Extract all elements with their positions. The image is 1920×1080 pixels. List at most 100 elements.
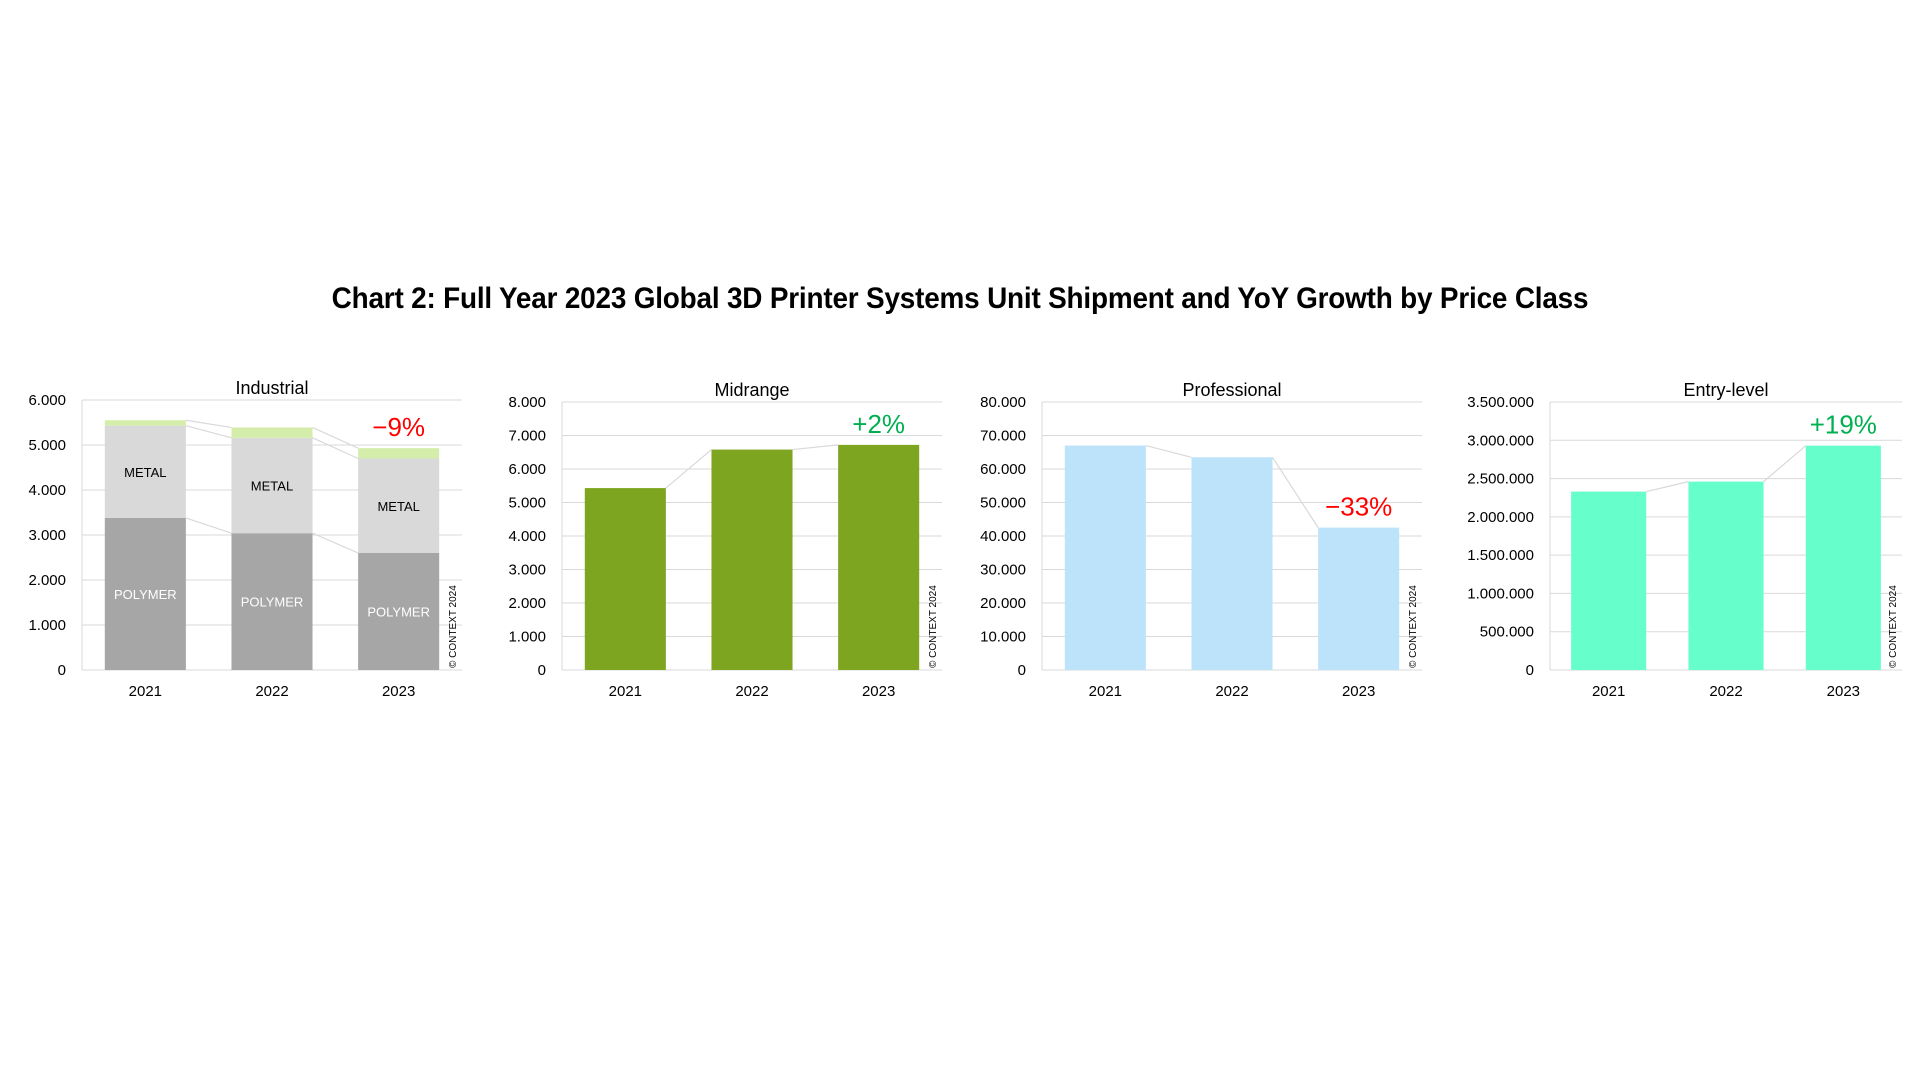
industrial-series-line xyxy=(185,425,232,439)
industrial-bar-metal xyxy=(231,437,313,534)
industrial-growth-label: −9% xyxy=(372,412,425,442)
industrial-segment-label: POLYMER xyxy=(241,595,304,610)
professional-series-line xyxy=(1145,444,1192,458)
midrange-chart-svg: 0 1.000 2.000 3.000 4.000 5.000 6.000 7.000 8.00… xyxy=(508,380,942,700)
midrange-xtick-label: 2023 xyxy=(862,683,895,700)
entry-level-xtick-label: 2021 xyxy=(1592,683,1625,700)
industrial-ytick-label: 3.000 xyxy=(28,527,66,544)
professional-ytick-label: 40.000 xyxy=(980,528,1026,545)
professional-growth-label: −33% xyxy=(1325,492,1392,522)
midrange-bar xyxy=(711,449,793,670)
professional-xtick-label: 2023 xyxy=(1342,683,1375,700)
midrange-copyright: © CONTEXT 2024 xyxy=(928,585,939,668)
professional-ytick-label: 50.000 xyxy=(980,495,1026,512)
industrial-bar-polymer xyxy=(358,553,440,670)
industrial-series-line xyxy=(312,437,359,460)
entry-level-bar xyxy=(1571,491,1647,670)
entry-level-ytick-label: 3.500.000 xyxy=(1467,394,1534,411)
industrial-ytick-label: 5.000 xyxy=(28,437,66,454)
main-title: Chart 2: Full Year 2023 Global 3D Printe… xyxy=(331,282,1589,315)
industrial-chart-svg: 0 1.000 2.000 3.000 4.000 5.000 6.000 Industria… xyxy=(28,378,462,700)
professional-ytick-label: 20.000 xyxy=(980,595,1026,612)
entry-level-ytick-label: 500.000 xyxy=(1480,624,1534,641)
entry-level-copyright: © CONTEXT 2024 xyxy=(1888,585,1899,668)
industrial-series-line xyxy=(312,532,359,554)
midrange-bar xyxy=(584,488,666,670)
industrial-xtick-label: 2021 xyxy=(129,683,162,700)
professional-copyright: © CONTEXT 2024 xyxy=(1408,585,1419,668)
professional-chart: 0 10.000 20.000 30.000 40.000 50.000 60.000 70.… xyxy=(980,370,1440,710)
entry-level-series-line xyxy=(1646,481,1689,493)
midrange-chart: 0 1.000 2.000 3.000 4.000 5.000 6.000 7.000 8.00… xyxy=(500,370,960,710)
professional-xtick-label: 2022 xyxy=(1215,683,1248,700)
entry-level-growth-label: +19% xyxy=(1810,410,1877,440)
industrial-segment-label: POLYMER xyxy=(367,605,430,620)
midrange-ytick-label: 6.000 xyxy=(508,461,546,478)
entry-level-ytick-label: 0 xyxy=(1526,662,1534,679)
industrial-segment-label: METAL xyxy=(377,499,419,514)
professional-ytick-label: 80.000 xyxy=(980,394,1026,411)
midrange-ytick-label: 7.000 xyxy=(508,428,546,445)
professional-ytick-label: 70.000 xyxy=(980,428,1026,445)
entry-level-ytick-label: 2.500.000 xyxy=(1467,471,1534,488)
industrial-series-line xyxy=(312,426,359,449)
midrange-ytick-label: 0 xyxy=(538,662,546,679)
midrange-ytick-label: 1.000 xyxy=(508,629,546,646)
professional-ytick-label: 10.000 xyxy=(980,629,1026,646)
professional-ytick-label: 0 xyxy=(1018,662,1026,679)
entry-level-ytick-label: 1.500.000 xyxy=(1467,547,1534,564)
midrange-growth-label: +2% xyxy=(852,409,905,439)
midrange-ytick-label: 3.000 xyxy=(508,562,546,579)
industrial-ytick-label: 6.000 xyxy=(28,392,66,409)
entry-level-chart-svg: 0 500.000 1.000.000 1.500.000 2.000.000 2.500… xyxy=(1467,380,1902,700)
professional-bar xyxy=(1064,445,1146,670)
entry-level-title: Entry-level xyxy=(1683,380,1768,400)
professional-ytick-label: 60.000 xyxy=(980,461,1026,478)
industrial-title: Industrial xyxy=(235,378,308,398)
entry-level-ytick-label: 3.000.000 xyxy=(1467,432,1534,449)
industrial-segment-label: POLYMER xyxy=(114,587,177,602)
entry-level-xtick-label: 2023 xyxy=(1827,683,1860,700)
industrial-copyright: © CONTEXT 2024 xyxy=(448,585,459,668)
midrange-series-line xyxy=(792,444,839,451)
industrial-bar-metal xyxy=(358,458,440,553)
midrange-ytick-label: 2.000 xyxy=(508,595,546,612)
industrial-series-line xyxy=(185,419,232,429)
professional-ytick-label: 30.000 xyxy=(980,562,1026,579)
entry-level-xtick-label: 2022 xyxy=(1709,683,1742,700)
midrange-xtick-label: 2021 xyxy=(609,683,642,700)
midrange-series-line xyxy=(665,449,712,489)
industrial-ytick-label: 0 xyxy=(58,662,66,679)
industrial-chart: 0 1.000 2.000 3.000 4.000 5.000 6.000 Industria… xyxy=(20,370,480,710)
industrial-bar-polymer xyxy=(231,533,313,670)
midrange-xtick-label: 2022 xyxy=(735,683,768,700)
industrial-ytick-label: 2.000 xyxy=(28,572,66,589)
entry-level-bar xyxy=(1805,445,1881,670)
industrial-bar-other xyxy=(231,427,313,438)
industrial-bar-other xyxy=(358,448,440,459)
professional-bar xyxy=(1191,457,1273,670)
midrange-ytick-label: 4.000 xyxy=(508,528,546,545)
industrial-series-line xyxy=(185,517,232,534)
midrange-title: Midrange xyxy=(714,380,789,400)
industrial-segment-label: METAL xyxy=(251,479,293,494)
entry-level-ytick-label: 1.000.000 xyxy=(1467,585,1534,602)
midrange-ytick-label: 8.000 xyxy=(508,394,546,411)
industrial-bar-polymer xyxy=(104,517,186,670)
industrial-ytick-label: 4.000 xyxy=(28,482,66,499)
industrial-ytick-label: 1.000 xyxy=(28,617,66,634)
professional-series-line xyxy=(1272,456,1319,528)
entry-level-chart: 0 500.000 1.000.000 1.500.000 2.000.000 2.500… xyxy=(1460,370,1920,710)
professional-chart-svg: 0 10.000 20.000 30.000 40.000 50.000 60.000 70.… xyxy=(980,380,1422,700)
industrial-bar-metal xyxy=(104,425,186,518)
entry-level-series-line xyxy=(1763,445,1807,483)
industrial-bar-other xyxy=(104,420,186,426)
entry-level-ytick-label: 2.000.000 xyxy=(1467,509,1534,526)
midrange-bar xyxy=(838,444,920,670)
professional-title: Professional xyxy=(1182,380,1281,400)
industrial-segment-label: METAL xyxy=(124,465,166,480)
professional-xtick-label: 2021 xyxy=(1089,683,1122,700)
professional-bar xyxy=(1318,527,1400,670)
industrial-xtick-label: 2022 xyxy=(255,683,288,700)
midrange-ytick-label: 5.000 xyxy=(508,495,546,512)
